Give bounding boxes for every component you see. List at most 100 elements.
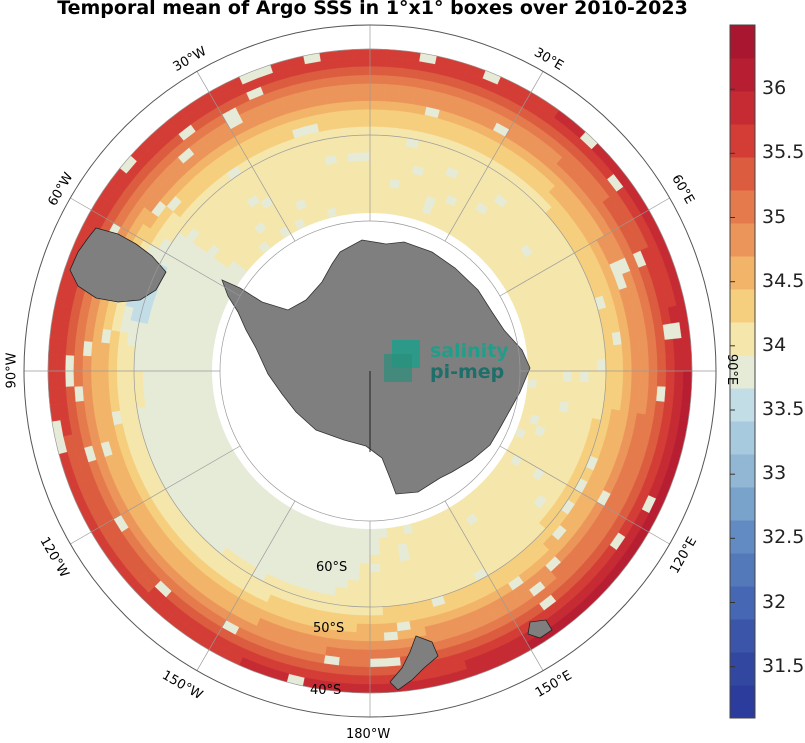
colorbar-tick-label: 33.5 bbox=[762, 398, 805, 420]
salinity-cell bbox=[672, 386, 684, 405]
salinity-cell bbox=[369, 666, 387, 677]
salinity-cell bbox=[381, 588, 395, 599]
salinity-cell bbox=[133, 370, 144, 384]
salinity-cell bbox=[614, 357, 624, 372]
new-zealand bbox=[389, 635, 439, 691]
salinity-cell bbox=[536, 361, 547, 372]
colorbar-tick-label: 35.5 bbox=[762, 141, 805, 163]
salinity-cell bbox=[341, 100, 357, 111]
lon-label-90w: 90°W bbox=[4, 352, 20, 389]
salinity-cell bbox=[369, 151, 382, 162]
salinity-cell bbox=[360, 203, 371, 213]
salinity-cell bbox=[359, 169, 371, 179]
colorbar-tick-label: 32 bbox=[762, 591, 787, 613]
salinity-cell bbox=[577, 336, 588, 350]
salinity-cell bbox=[177, 390, 189, 402]
lat-label-50s: 50°S bbox=[313, 621, 345, 636]
salinity-cell bbox=[336, 57, 355, 69]
salinity-cell bbox=[682, 370, 693, 389]
salinity-cell bbox=[664, 386, 675, 404]
salinity-cell bbox=[383, 109, 398, 120]
salinity-cell bbox=[562, 360, 572, 372]
salinity-cell bbox=[622, 370, 633, 385]
salinity-cell bbox=[168, 380, 179, 393]
salinity-cell bbox=[343, 117, 358, 128]
salinity-cell bbox=[545, 361, 555, 372]
salinity-cell bbox=[369, 83, 386, 93]
salinity-cell bbox=[359, 563, 371, 573]
salinity-cell bbox=[395, 534, 407, 545]
svg-text:pi-mep: pi-mep bbox=[430, 361, 504, 383]
salinity-cell bbox=[194, 343, 206, 354]
salinity-cell bbox=[647, 340, 658, 357]
salinity-cell bbox=[587, 382, 598, 396]
meridian-line bbox=[499, 445, 670, 545]
salinity-cell bbox=[185, 361, 195, 372]
lon-label-90e: 90°E bbox=[724, 353, 740, 386]
salinity-cell bbox=[613, 383, 624, 398]
salinity-cell bbox=[160, 337, 172, 351]
salinity-cell bbox=[656, 370, 667, 387]
meridian-line bbox=[196, 500, 296, 671]
salinity-cell bbox=[337, 66, 355, 77]
salinity-cell bbox=[587, 346, 598, 360]
salinity-cell bbox=[369, 589, 383, 599]
salinity-cell bbox=[630, 342, 641, 358]
salinity-cell bbox=[203, 387, 214, 398]
salinity-cell bbox=[351, 537, 362, 547]
salinity-cell bbox=[125, 370, 135, 385]
salinity-cell bbox=[357, 143, 371, 153]
salinity-cell bbox=[342, 622, 357, 633]
salinity-cell bbox=[395, 612, 410, 624]
salinity-cell bbox=[638, 384, 649, 401]
salinity-cell bbox=[90, 370, 101, 386]
salinity-cell bbox=[47, 353, 58, 372]
salinity-cell bbox=[73, 370, 84, 387]
salinity-cell bbox=[342, 109, 357, 120]
salinity-cell bbox=[550, 399, 561, 412]
salinity-cell bbox=[389, 552, 401, 564]
salinity-cell bbox=[359, 554, 371, 565]
salinity-cell bbox=[369, 606, 384, 616]
salinity-cell bbox=[324, 646, 342, 658]
salinity-cell bbox=[340, 639, 357, 650]
salinity-cell bbox=[176, 360, 187, 372]
salinity-cell bbox=[682, 353, 693, 372]
colorbar-segment bbox=[730, 421, 755, 455]
salinity-cell bbox=[378, 537, 389, 547]
salinity-cell bbox=[352, 528, 362, 539]
salinity-cell bbox=[47, 370, 58, 389]
salinity-cell bbox=[596, 370, 607, 384]
salinity-cell bbox=[159, 359, 169, 372]
antarctica-landmass bbox=[221, 239, 531, 495]
salinity-cell bbox=[356, 117, 371, 127]
salinity-cell bbox=[553, 350, 563, 362]
salinity-cell bbox=[378, 195, 389, 205]
colorbar-tick-label: 36 bbox=[762, 77, 787, 99]
salinity-cell bbox=[369, 65, 387, 76]
salinity-cell bbox=[369, 572, 382, 582]
salinity-cell bbox=[385, 66, 403, 77]
salinity-cell bbox=[168, 349, 179, 362]
salinity-cell bbox=[381, 596, 395, 607]
salinity-cell bbox=[65, 386, 76, 404]
salinity-cell bbox=[378, 528, 388, 539]
salinity-cell bbox=[647, 385, 658, 402]
salinity-cell bbox=[570, 381, 581, 394]
tasmania bbox=[527, 619, 553, 639]
salinity-cell bbox=[390, 161, 404, 173]
salinity-cell bbox=[82, 385, 93, 402]
salinity-cell bbox=[133, 358, 144, 372]
salinity-cell bbox=[107, 370, 118, 385]
salinity-cell bbox=[342, 535, 353, 547]
salinity-cell bbox=[358, 580, 371, 591]
salinity-cell bbox=[337, 665, 355, 676]
salinity-cell bbox=[639, 370, 650, 386]
salinity-cell bbox=[343, 204, 354, 215]
salinity-cell bbox=[340, 187, 352, 198]
salinity-cell bbox=[369, 529, 380, 539]
salinity-cell bbox=[621, 384, 632, 399]
salinity-cell bbox=[150, 370, 161, 383]
salinity-cell bbox=[344, 126, 358, 137]
salinity-cell bbox=[681, 387, 692, 405]
